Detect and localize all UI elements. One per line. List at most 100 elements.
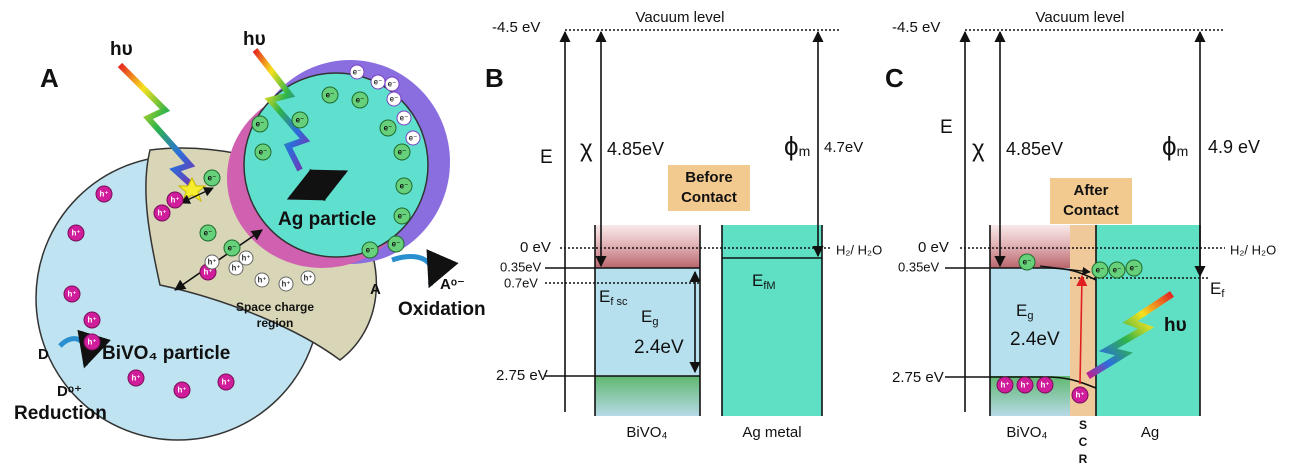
charge: e⁻ [385,77,399,91]
band-gap [990,268,1070,376]
panel-label: B [485,63,504,93]
charge-label: e⁻ [256,120,265,129]
charge: h⁺ [301,271,315,285]
charge: e⁻ [406,131,420,145]
chi-value: 4.85eV [607,139,664,159]
reduction-label: Reduction [14,403,107,424]
subscript: f [1221,288,1225,300]
charge: e⁻ [200,225,216,241]
charge: e⁻ [204,170,220,186]
acceptor-reduced-label: Aᵒ⁻ [440,276,465,293]
phi-symbol: ϕ [784,131,799,161]
charge-label: h⁺ [157,209,166,218]
charge-label: h⁺ [170,196,179,205]
charge-label: e⁻ [1113,266,1122,275]
symbol: E [1210,279,1221,298]
subscript: fM [763,280,775,292]
charge-label: e⁻ [398,148,407,157]
donor-oxidized-label: Dᵒ⁺ [57,383,82,400]
band-gap-value: 2.4eV [1010,329,1060,350]
charge-label: e⁻ [1130,264,1139,273]
oxidation-arrow [392,256,433,285]
photon-label: hυ [243,29,266,50]
state-label: After [1073,182,1108,199]
chi-symbol: χ [580,135,593,162]
band-gap-value: 2.4eV [634,337,684,358]
charge: h⁺ [84,312,100,328]
charge-label: h⁺ [1020,381,1029,390]
axis-label: E [940,117,953,138]
charge: h⁺ [167,192,183,208]
charge: h⁺ [255,273,269,287]
energy-label: 0.35eV [898,259,940,274]
charge: e⁻ [224,240,240,256]
panel-label: C [885,63,904,93]
charge: e⁻ [292,112,308,128]
charge: h⁺ [68,225,84,241]
charge-label: e⁻ [366,246,375,255]
photon-label: hυ [110,39,133,60]
phi-subscript: m [1177,143,1189,159]
charge-label: e⁻ [409,134,418,143]
charge: h⁺ [174,382,190,398]
material-label: Ag [1141,424,1159,441]
panel-label: A [40,63,59,93]
charge: e⁻ [397,111,411,125]
charge-label: e⁻ [204,229,213,238]
oxidation-label: Oxidation [398,299,486,320]
charge-label: e⁻ [374,78,383,87]
state-label: Before [685,169,733,186]
phi-value: 4.9 eV [1208,137,1260,157]
vacuum-label: Vacuum level [636,9,725,26]
charge-label: h⁺ [87,316,96,325]
state-label: Contact [1063,202,1119,219]
charge-label: e⁻ [400,182,409,191]
symbol: E [752,271,763,290]
charge: e⁻ [396,178,412,194]
charge: h⁺ [1072,387,1088,403]
charge-label: h⁺ [87,338,96,347]
charge: e⁻ [371,75,385,89]
charge-label: h⁺ [1040,381,1049,390]
subscript: f sc [610,296,628,308]
figure: A hυ hυ Ag particle Space charge region … [0,0,1289,466]
charge-label: h⁺ [177,386,186,395]
redox-label: H₂/ H₂O [1230,242,1276,257]
space-charge-label: region [257,316,294,330]
charge-label: h⁺ [1000,381,1009,390]
charge-label: h⁺ [71,229,80,238]
charge-label: h⁺ [241,254,250,263]
charge: e⁻ [255,144,271,160]
charge: h⁺ [84,334,100,350]
charge-label: e⁻ [1023,258,1032,267]
work-function-label: ϕm [784,131,810,161]
charge-label: e⁻ [384,124,393,133]
charge: h⁺ [64,286,80,302]
charge: e⁻ [394,144,410,160]
charge: h⁺ [154,205,170,221]
charge: h⁺ [218,374,234,390]
charge-label: e⁻ [398,212,407,221]
charge-label: h⁺ [303,274,312,283]
material-label: BiVO₄ [626,424,667,441]
charge-label: e⁻ [259,148,268,157]
chi-value: 4.85eV [1006,139,1063,159]
charge: e⁻ [352,92,368,108]
energy-label: 0.35eV [500,259,542,274]
charge-label: h⁺ [231,264,240,273]
acceptor-label: A [370,281,381,298]
charge: h⁺ [1017,377,1033,393]
charge-label: h⁺ [281,280,290,289]
charge: h⁺ [205,255,219,269]
charge-label: e⁻ [392,240,401,249]
photon-label: hυ [1164,315,1187,336]
energy-label: -4.5 eV [892,19,940,36]
charge: h⁺ [997,377,1013,393]
space-charge-label: Space charge [236,300,314,314]
charge-label: h⁺ [131,374,140,383]
panel-b: B -4.5 eV Vacuum level E χ 4.85eV ϕm 4.7… [485,9,882,441]
scr-letter: S [1079,418,1087,432]
subscript: g [652,316,658,328]
charge: e⁻ [394,208,410,224]
charge-label: h⁺ [99,190,108,199]
